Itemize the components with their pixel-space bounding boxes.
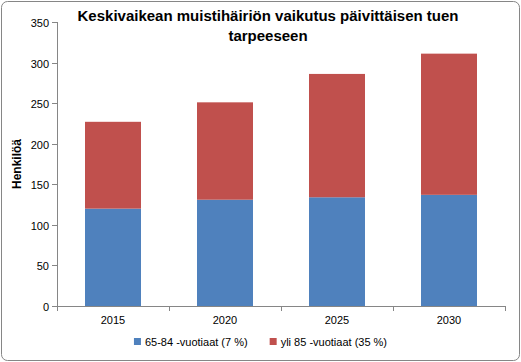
y-tick <box>52 306 57 307</box>
y-tick-label: 300 <box>31 58 49 70</box>
x-tick <box>393 306 394 311</box>
chart: 0 50 100 150 200 250 300 350 Henkilöä 2015 2020 202… <box>0 0 521 362</box>
x-tick-label: 2025 <box>325 314 349 326</box>
x-tick <box>169 306 170 311</box>
y-tick <box>52 103 57 104</box>
y-tick <box>52 265 57 266</box>
y-axis-label: Henkilöä <box>10 139 24 189</box>
legend-label: yli 85 -vuotiaat (35 %) <box>281 336 387 348</box>
y-axis <box>57 22 58 306</box>
y-tick <box>52 225 57 226</box>
legend-swatch <box>134 338 141 345</box>
y-tick <box>52 144 57 145</box>
x-tick-label: 2015 <box>101 314 125 326</box>
y-tick-label: 0 <box>43 301 49 313</box>
y-tick-label: 350 <box>31 17 49 29</box>
y-tick <box>52 22 57 23</box>
bar <box>197 102 253 199</box>
y-tick-label: 250 <box>31 98 49 110</box>
y-tick-label: 150 <box>31 179 49 191</box>
bar <box>309 197 365 306</box>
x-tick-label: 2020 <box>213 314 237 326</box>
legend-label: 65-84 -vuotiaat (7 %) <box>145 336 248 348</box>
y-tick-label: 200 <box>31 139 49 151</box>
bar <box>85 209 141 306</box>
x-tick <box>57 306 58 311</box>
title: Keskivaikean muistihäiriön vaikutus päiv… <box>58 6 478 46</box>
bar <box>85 122 141 209</box>
y-tick-label: 100 <box>31 220 49 232</box>
y-tick-label: 50 <box>37 260 49 272</box>
bar <box>421 54 477 195</box>
x-tick <box>281 306 282 311</box>
x-tick-label: 2030 <box>437 314 461 326</box>
y-tick <box>52 63 57 64</box>
legend-swatch <box>270 338 277 345</box>
chart-svg: 0 50 100 150 200 250 300 350 Henkilöä 2015 2020 202… <box>0 0 521 362</box>
bar <box>197 200 253 306</box>
bar <box>421 195 477 306</box>
chart-frame <box>2 2 520 361</box>
y-tick <box>52 184 57 185</box>
x-tick <box>505 306 506 311</box>
legend: 65-84 -vuotiaat (7 %) yli 85 -vuotiaat (3… <box>134 336 387 348</box>
bar <box>309 74 365 197</box>
bars <box>85 54 477 306</box>
